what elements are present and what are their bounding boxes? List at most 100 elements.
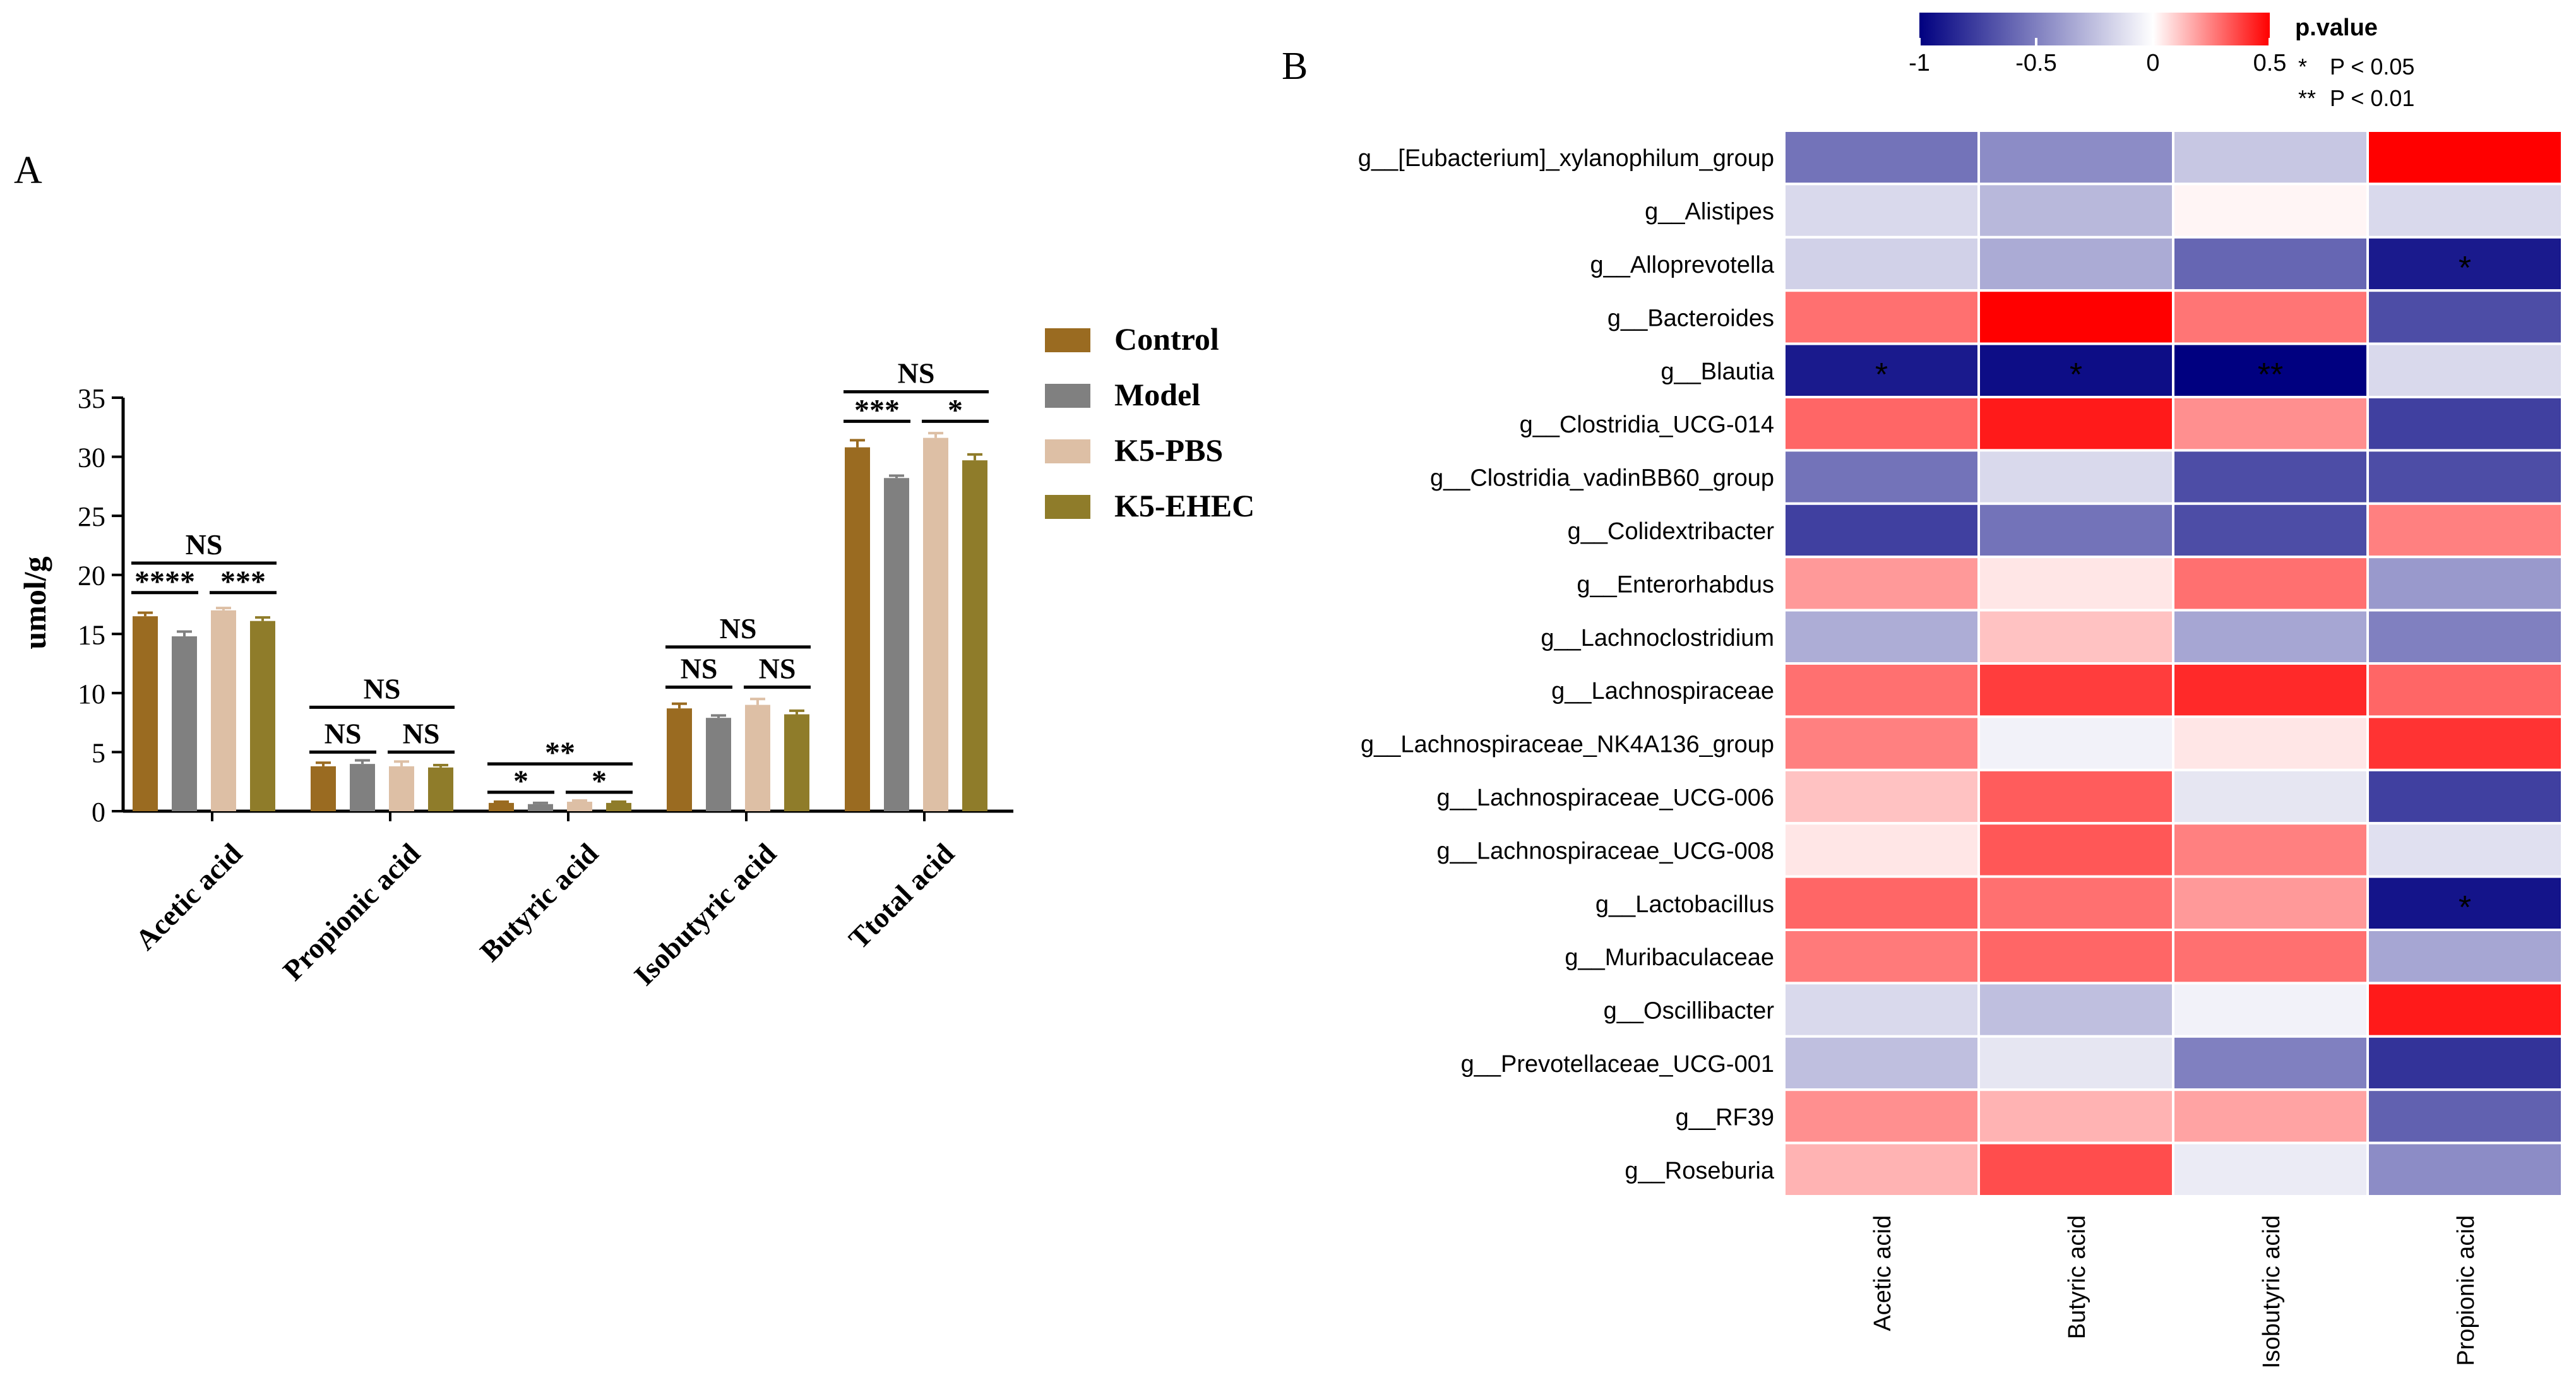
row-label: g__Roseburia (1625, 1158, 1774, 1184)
legend-label: Control (1114, 321, 1219, 357)
bar (211, 610, 236, 811)
significance-label: **** (134, 565, 195, 598)
heatmap-cell (2366, 1035, 2563, 1091)
heatmap-cell (1977, 768, 2174, 825)
row-label: g__Lachnospiraceae_UCG-008 (1437, 838, 1774, 864)
key-text: P < 0.05 (2330, 54, 2414, 80)
bar-chart-plot: 0 5 10 15 20 25 30 35 Acetic acid Propionic acid B… (78, 357, 1013, 992)
row-label: g__Lachnospiraceae_UCG-006 (1437, 785, 1774, 811)
y-tick-label: 15 (78, 619, 105, 650)
heatmap-cell (2366, 662, 2563, 718)
significance-star: * (2459, 250, 2471, 287)
heatmap-cell (2366, 396, 2563, 452)
heatmap-cell (2172, 235, 2369, 292)
colorbar: -1 -0.5 0 0.5 p.value * P < 0.05 ** P < 0.01 (1909, 13, 2414, 111)
row-label: g__Alistipes (1645, 199, 1774, 225)
legend-swatch (1045, 495, 1090, 519)
legend-label: K5-EHEC (1114, 488, 1255, 523)
heatmap-cell (1783, 768, 1980, 825)
bar (962, 460, 987, 811)
colorbar-ticks: -1 -0.5 0 0.5 (1909, 38, 2286, 76)
significance-star: ** (2258, 357, 2283, 393)
heatmap-cell (1783, 129, 1980, 186)
bar (745, 704, 770, 811)
colorbar-tick-label: 0 (2146, 50, 2159, 76)
bar (667, 708, 692, 811)
heatmap-cell (2172, 129, 2369, 186)
heatmap-cell (1977, 662, 2174, 718)
heatmap-cell (2172, 768, 2369, 825)
bar (311, 766, 336, 811)
heatmap-cell (1783, 1035, 1980, 1091)
column-label: Propionic acid (2453, 1215, 2479, 1366)
heatmap-cell (1977, 502, 2174, 559)
row-label: g__Blautia (1661, 359, 1774, 385)
heatmap-cell (2366, 129, 2563, 186)
key-symbol: * (2298, 54, 2307, 80)
heatmap-cell (2172, 715, 2369, 771)
y-tick-label: 0 (92, 797, 105, 828)
bar-chart-legend: Control Model K5-PBS K5-EHEC (1045, 321, 1255, 523)
heatmap-cell (2172, 662, 2369, 718)
heatmap-cell (2172, 609, 2369, 665)
significance-label: NS (681, 653, 718, 685)
row-label: g__[Eubacterium]_xylanophilum_group (1358, 145, 1774, 172)
bar (528, 804, 553, 811)
heatmap-cell (1783, 982, 1980, 1038)
row-label: g__Lachnospiraceae_NK4A136_group (1361, 732, 1774, 758)
bar (350, 764, 375, 811)
heatmap-cell (1977, 875, 2174, 931)
bar (250, 621, 275, 811)
heatmap-cell (2366, 875, 2563, 931)
significance-label: NS (720, 612, 757, 645)
heatmap-cell (1783, 929, 1980, 985)
heatmap-cell (2366, 929, 2563, 985)
heatmap-cell (2366, 822, 2563, 878)
bar (567, 802, 592, 811)
heatmap-cell (2366, 1088, 2563, 1144)
heatmap-cell (2366, 1141, 2563, 1198)
heatmap-cell (1977, 1035, 2174, 1091)
significance-label: NS (403, 717, 440, 749)
heatmap-cell (1977, 609, 2174, 665)
heatmap-cell (2172, 182, 2369, 239)
heatmap-cell (1977, 982, 2174, 1038)
column-label: Butyric acid (2064, 1215, 2090, 1339)
bar (133, 616, 158, 811)
row-label: g__Lachnospiraceae (1551, 678, 1774, 704)
significance-label: NS (759, 653, 796, 685)
row-label: g__Lactobacillus (1595, 891, 1774, 918)
row-label: g__Muribaculaceae (1565, 944, 1774, 971)
heatmap-cell (1977, 929, 2174, 985)
correlation-heatmap: g__[Eubacterium]_xylanophilum_group g__Al… (1358, 13, 2563, 1369)
heatmap-cell (1783, 1141, 1980, 1198)
heatmap-cell (1977, 556, 2174, 612)
significance-label: NS (325, 717, 362, 749)
heatmap-significance-marks: ** * *** (1875, 250, 2471, 926)
heatmap-cell (1977, 129, 2174, 186)
heatmap-cell (1977, 182, 2174, 239)
row-label: g__Clostridia_UCG-014 (1520, 412, 1774, 438)
heatmap-cell (1977, 235, 2174, 292)
heatmap-cell (2366, 449, 2563, 505)
significance-label: NS (186, 528, 223, 561)
heatmap-cell (1977, 342, 2174, 398)
legend-label: Model (1114, 377, 1200, 412)
heatmap-cell (2172, 1088, 2369, 1144)
significance-label: NS (898, 357, 935, 389)
x-tick-label: Butyric acid (474, 837, 604, 968)
heatmap-cell (2366, 768, 2563, 825)
y-tick-label: 5 (92, 737, 105, 768)
y-axis-label: umol/g (17, 556, 52, 649)
colorbar-gradient (1919, 13, 2270, 45)
heatmap-cells (1783, 129, 2563, 1198)
heatmap-cell (2172, 929, 2369, 985)
significance-label: *** (220, 565, 266, 598)
y-tick-label: 35 (78, 383, 105, 414)
significance-star: * (2459, 889, 2471, 926)
heatmap-cell (2366, 342, 2563, 398)
heatmap-cell (1783, 715, 1980, 771)
heatmap-cell (1783, 556, 1980, 612)
colorbar-title: p.value (2295, 15, 2378, 41)
x-tick-label: Isobutyric acid (628, 837, 782, 992)
